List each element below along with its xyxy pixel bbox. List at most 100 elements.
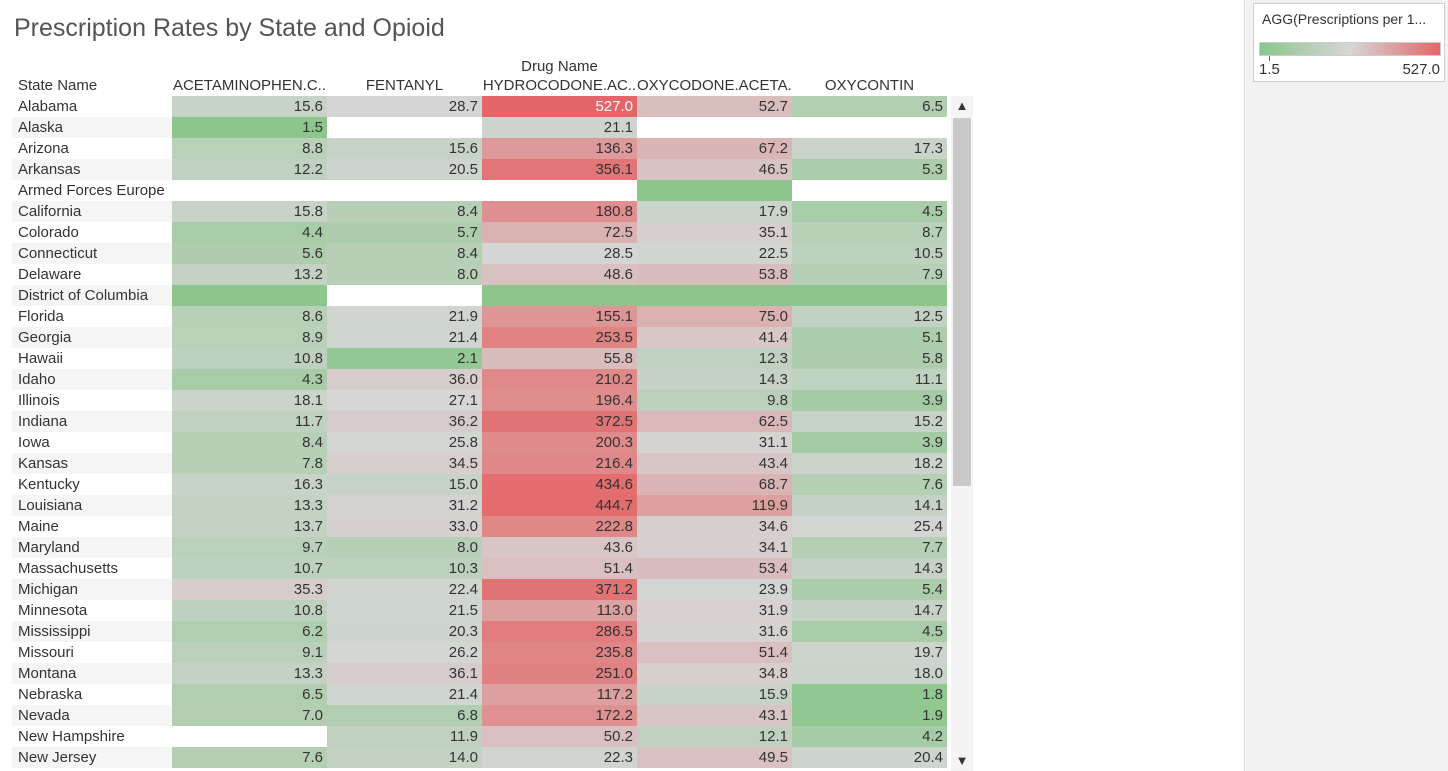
heatmap-cell[interactable]: 15.0 xyxy=(327,474,482,495)
heatmap-cell[interactable]: 1.8 xyxy=(792,684,947,705)
state-name-label[interactable]: New Jersey xyxy=(18,749,97,766)
heatmap-cell[interactable]: 52.7 xyxy=(637,96,792,117)
heatmap-cell[interactable]: 9.1 xyxy=(172,642,327,663)
heatmap-cell[interactable]: 12.5 xyxy=(792,306,947,327)
heatmap-cell[interactable]: 20.4 xyxy=(792,747,947,768)
heatmap-cell[interactable] xyxy=(637,285,792,306)
heatmap-cell[interactable]: 43.6 xyxy=(482,537,637,558)
heatmap-cell[interactable]: 8.4 xyxy=(327,201,482,222)
heatmap-cell[interactable]: 8.0 xyxy=(327,537,482,558)
heatmap-cell[interactable]: 62.5 xyxy=(637,411,792,432)
heatmap-cell[interactable]: 20.3 xyxy=(327,621,482,642)
heatmap-cell[interactable]: 31.2 xyxy=(327,495,482,516)
heatmap-cell[interactable]: 26.2 xyxy=(327,642,482,663)
heatmap-cell[interactable]: 4.5 xyxy=(792,621,947,642)
heatmap-cell[interactable]: 28.7 xyxy=(327,96,482,117)
heatmap-cell[interactable]: 36.0 xyxy=(327,369,482,390)
state-name-label[interactable]: Massachusetts xyxy=(18,560,119,577)
heatmap-cell[interactable]: 43.1 xyxy=(637,705,792,726)
heatmap-cell[interactable]: 15.2 xyxy=(792,411,947,432)
state-name-label[interactable]: Missouri xyxy=(18,644,74,661)
heatmap-cell[interactable]: 12.1 xyxy=(637,726,792,747)
heatmap-cell[interactable]: 21.4 xyxy=(327,327,482,348)
heatmap-cell[interactable]: 50.2 xyxy=(482,726,637,747)
heatmap-cell[interactable]: 15.8 xyxy=(172,201,327,222)
heatmap-cell[interactable]: 12.3 xyxy=(637,348,792,369)
heatmap-cell[interactable]: 444.7 xyxy=(482,495,637,516)
heatmap-cell[interactable]: 35.1 xyxy=(637,222,792,243)
heatmap-cell[interactable]: 17.3 xyxy=(792,138,947,159)
heatmap-cell[interactable]: 7.6 xyxy=(172,747,327,768)
state-name-label[interactable]: Hawaii xyxy=(18,350,64,367)
heatmap-cell[interactable]: 14.7 xyxy=(792,600,947,621)
heatmap-cell[interactable]: 21.9 xyxy=(327,306,482,327)
state-name-label[interactable]: Nevada xyxy=(18,707,70,724)
heatmap-cell[interactable]: 16.3 xyxy=(172,474,327,495)
heatmap-cell[interactable]: 216.4 xyxy=(482,453,637,474)
heatmap-cell[interactable]: 196.4 xyxy=(482,390,637,411)
heatmap-cell[interactable]: 72.5 xyxy=(482,222,637,243)
heatmap-cell[interactable]: 7.0 xyxy=(172,705,327,726)
heatmap-cell[interactable]: 3.9 xyxy=(792,390,947,411)
heatmap-cell[interactable]: 6.5 xyxy=(172,684,327,705)
column-header[interactable]: HYDROCODONE.AC.. xyxy=(482,77,637,94)
heatmap-cell[interactable]: 10.3 xyxy=(327,558,482,579)
heatmap-cell[interactable]: 34.6 xyxy=(637,516,792,537)
state-name-label[interactable]: Alabama xyxy=(18,98,78,115)
heatmap-cell[interactable]: 6.5 xyxy=(792,96,947,117)
state-name-label[interactable]: Indiana xyxy=(18,413,68,430)
heatmap-cell[interactable] xyxy=(172,285,327,306)
heatmap-cell[interactable]: 10.8 xyxy=(172,348,327,369)
heatmap-cell[interactable]: 371.2 xyxy=(482,579,637,600)
heatmap-cell[interactable]: 155.1 xyxy=(482,306,637,327)
state-name-label[interactable]: Mississippi xyxy=(18,623,91,640)
heatmap-cell[interactable]: 15.6 xyxy=(172,96,327,117)
heatmap-cell[interactable]: 41.4 xyxy=(637,327,792,348)
heatmap-cell[interactable]: 210.2 xyxy=(482,369,637,390)
heatmap-cell[interactable]: 13.7 xyxy=(172,516,327,537)
heatmap-cell[interactable]: 14.1 xyxy=(792,495,947,516)
heatmap-cell[interactable]: 55.8 xyxy=(482,348,637,369)
heatmap-cell[interactable] xyxy=(482,285,637,306)
heatmap-cell[interactable]: 7.9 xyxy=(792,264,947,285)
heatmap-cell[interactable]: 8.4 xyxy=(327,243,482,264)
heatmap-cell[interactable] xyxy=(792,285,947,306)
heatmap-cell[interactable]: 51.4 xyxy=(482,558,637,579)
heatmap-cell[interactable]: 31.6 xyxy=(637,621,792,642)
heatmap-cell[interactable]: 34.8 xyxy=(637,663,792,684)
state-name-label[interactable]: Illinois xyxy=(18,392,60,409)
heatmap-cell[interactable]: 35.3 xyxy=(172,579,327,600)
heatmap-cell[interactable]: 5.7 xyxy=(327,222,482,243)
heatmap-cell[interactable]: 8.6 xyxy=(172,306,327,327)
heatmap-cell[interactable]: 36.1 xyxy=(327,663,482,684)
heatmap-cell[interactable]: 117.2 xyxy=(482,684,637,705)
state-name-label[interactable]: Delaware xyxy=(18,266,82,283)
heatmap-cell[interactable]: 119.9 xyxy=(637,495,792,516)
heatmap-cell[interactable]: 200.3 xyxy=(482,432,637,453)
heatmap-cell[interactable]: 4.2 xyxy=(792,726,947,747)
heatmap-cell[interactable]: 4.3 xyxy=(172,369,327,390)
heatmap-cell[interactable]: 23.9 xyxy=(637,579,792,600)
heatmap-cell[interactable]: 25.4 xyxy=(792,516,947,537)
heatmap-cell[interactable]: 18.1 xyxy=(172,390,327,411)
column-header[interactable]: ACETAMINOPHEN.C.. xyxy=(172,77,327,94)
heatmap-cell[interactable]: 10.8 xyxy=(172,600,327,621)
state-name-label[interactable]: Iowa xyxy=(18,434,50,451)
heatmap-cell[interactable]: 5.3 xyxy=(792,159,947,180)
state-name-label[interactable]: Idaho xyxy=(18,371,56,388)
heatmap-cell[interactable]: 5.8 xyxy=(792,348,947,369)
heatmap-cell[interactable]: 21.5 xyxy=(327,600,482,621)
column-header[interactable]: OXYCODONE.ACETA.. xyxy=(637,77,792,94)
state-name-label[interactable]: Arkansas xyxy=(18,161,81,178)
state-name-label[interactable]: Connecticut xyxy=(18,245,98,262)
heatmap-cell[interactable]: 36.2 xyxy=(327,411,482,432)
heatmap-cell[interactable]: 372.5 xyxy=(482,411,637,432)
state-name-label[interactable]: Michigan xyxy=(18,581,79,598)
heatmap-cell[interactable]: 10.5 xyxy=(792,243,947,264)
state-name-label[interactable]: Louisiana xyxy=(18,497,83,514)
column-header[interactable]: FENTANYL xyxy=(365,77,444,94)
state-name-label[interactable]: Georgia xyxy=(18,329,72,346)
heatmap-cell[interactable]: 46.5 xyxy=(637,159,792,180)
heatmap-cell[interactable]: 21.1 xyxy=(482,117,637,138)
heatmap-cell[interactable]: 13.3 xyxy=(172,663,327,684)
